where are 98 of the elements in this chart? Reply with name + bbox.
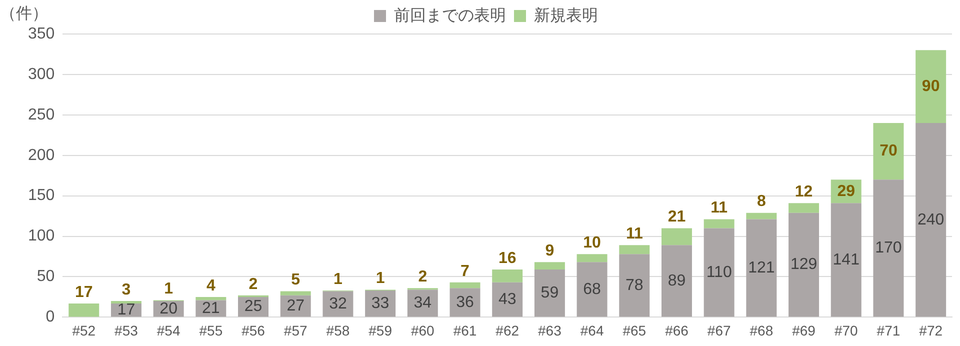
x-tick-label: #69	[792, 322, 816, 338]
data-label: 27	[286, 297, 305, 314]
data-label: 3	[122, 281, 131, 298]
x-tick-label: #57	[284, 322, 308, 338]
bar	[916, 123, 946, 317]
bar	[619, 254, 650, 317]
data-label: 141	[832, 251, 860, 268]
data-label: 20	[160, 300, 178, 318]
data-label: 10	[583, 234, 602, 252]
data-label: 21	[202, 300, 220, 317]
data-label: 7	[460, 262, 470, 280]
bar	[492, 269, 523, 282]
bar	[450, 282, 480, 288]
x-tick-label: #65	[622, 322, 646, 338]
bar	[492, 282, 523, 317]
bar	[916, 50, 946, 124]
bar	[280, 291, 311, 296]
data-label: 32	[329, 295, 347, 312]
y-tick-label: 0	[46, 308, 55, 326]
data-label: 89	[668, 272, 686, 290]
x-tick-label: #70	[834, 322, 858, 338]
legend-label: 前回までの表明	[394, 6, 506, 24]
data-label: 34	[414, 294, 432, 312]
x-tick-label: #52	[72, 322, 96, 338]
x-tick-label: #56	[242, 322, 266, 338]
data-label: 78	[625, 276, 644, 294]
y-tick-label: 200	[28, 146, 55, 164]
data-label: 129	[790, 256, 818, 274]
data-label: 25	[244, 298, 262, 316]
bar	[704, 228, 734, 317]
y-tick-label: 150	[28, 187, 55, 204]
data-label: 240	[917, 211, 944, 228]
data-label: 11	[710, 200, 728, 217]
bar	[788, 203, 820, 213]
data-label: 170	[875, 240, 902, 257]
data-label: 29	[837, 182, 856, 200]
bar	[576, 262, 608, 317]
x-tick-label: #71	[876, 322, 900, 338]
y-tick-label: 300	[28, 66, 55, 83]
bar	[534, 262, 565, 270]
legend-label: 新規表明	[534, 6, 598, 24]
bar	[746, 212, 777, 220]
bar	[196, 296, 226, 300]
data-label: 21	[668, 208, 686, 226]
data-label: 43	[498, 290, 516, 308]
data-label: 68	[583, 280, 602, 298]
data-label: 9	[545, 242, 554, 260]
data-label: 16	[498, 250, 516, 267]
data-label: 1	[376, 270, 385, 288]
data-label: 2	[248, 276, 258, 293]
y-tick-label: 50	[36, 268, 55, 286]
data-label: 36	[456, 294, 474, 311]
data-label: 11	[626, 226, 643, 243]
data-label: 17	[117, 301, 136, 318]
data-label: 1	[334, 270, 343, 288]
x-tick-label: #53	[114, 322, 138, 338]
data-label: 110	[706, 264, 732, 281]
y-axis-title: （件）	[0, 5, 48, 22]
data-label: 4	[206, 277, 216, 294]
bar	[68, 303, 100, 317]
data-label: 12	[794, 184, 813, 201]
bar	[576, 254, 608, 262]
x-tick-label: #54	[156, 322, 180, 338]
data-label: 121	[748, 259, 775, 276]
y-tick-label: 100	[28, 228, 55, 245]
bar	[619, 245, 650, 254]
bar	[704, 219, 734, 228]
x-tick-label: #62	[496, 322, 520, 338]
bar	[661, 245, 692, 317]
data-label: 59	[540, 284, 559, 302]
data-label: 1	[164, 280, 174, 298]
x-tick-label: #59	[368, 322, 392, 338]
bar	[830, 203, 862, 317]
y-tick-label: 250	[28, 106, 55, 124]
x-tick-label: #66	[665, 322, 689, 338]
bar	[746, 219, 777, 317]
bar	[873, 180, 904, 317]
x-tick-label: #68	[750, 322, 774, 338]
data-label: 5	[291, 272, 300, 289]
x-tick-label: #64	[580, 322, 604, 338]
x-tick-label: #61	[453, 322, 477, 338]
data-label: 8	[756, 193, 766, 210]
y-tick-label: 350	[28, 25, 55, 42]
bar	[873, 123, 904, 180]
data-label: 90	[922, 78, 940, 95]
x-tick-label: #63	[538, 322, 562, 338]
x-tick-label: #72	[919, 322, 943, 338]
data-label: 70	[880, 142, 898, 160]
data-label: 33	[371, 295, 390, 312]
bar	[788, 212, 820, 317]
bar	[661, 228, 692, 246]
x-tick-label: #55	[199, 322, 223, 338]
data-label: 17	[74, 284, 93, 301]
data-label: 2	[418, 268, 428, 286]
x-tick-label: #58	[326, 322, 350, 338]
x-tick-label: #67	[707, 322, 731, 338]
bar	[534, 269, 565, 317]
x-tick-label: #60	[410, 322, 435, 338]
